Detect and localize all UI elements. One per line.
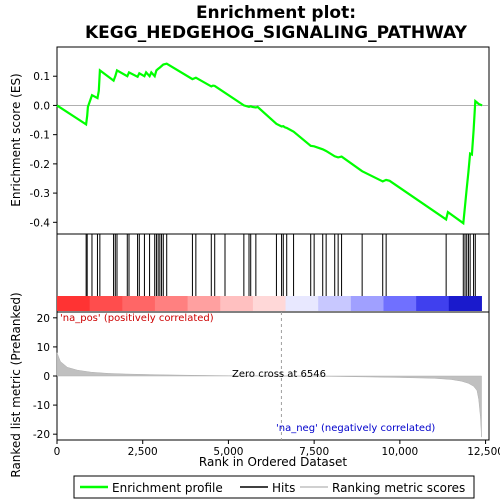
metric-panel: 20 10 0 -10 -20 0 2,500 5,000 7,500 10,000 12,500…: [9, 292, 500, 477]
metric-y-tick-label: 0: [43, 371, 50, 383]
metric-y-tick-label: 20: [37, 313, 50, 325]
metric-y-tick-label: -20: [33, 429, 50, 441]
hit-lines: [85, 234, 476, 296]
x-axis-ticks: 0 2,500 5,000 7,500 10,000 12,500: [54, 440, 500, 458]
legend-metric-label: Ranking metric scores: [332, 481, 465, 495]
heatmap-segment: [220, 296, 254, 311]
heatmap-segment: [89, 296, 123, 311]
x-tick-label: 7,500: [299, 446, 329, 458]
neg-correlation-label: 'na_neg' (negatively correlated): [276, 423, 435, 434]
rank-heatmap-bar: [57, 296, 482, 311]
enrichment-profile-line: [56, 62, 483, 226]
es-y-tick-label: 0.0: [33, 100, 50, 112]
heatmap-segment: [57, 296, 91, 311]
heatmap-segment: [252, 296, 287, 311]
chart-title-line2: KEGG_HEDGEHOG_SIGNALING_PATHWAY: [85, 23, 468, 43]
es-y-ticks: 0.1 0.0 -0.1 -0.2 -0.3 -0.4: [30, 71, 489, 229]
es-y-tick-label: -0.2: [30, 159, 51, 171]
hits-panel: [56, 233, 490, 313]
chart-title-line1: Enrichment plot:: [196, 3, 356, 23]
es-y-axis-label: Enrichment score (ES): [9, 73, 23, 206]
es-panel: 0.1 0.0 -0.1 -0.2 -0.3 -0.4 Enrichment score …: [9, 46, 490, 235]
es-plot-frame: [56, 46, 490, 235]
ranking-metric-area: [56, 352, 482, 438]
heatmap-segment: [416, 296, 450, 311]
metric-y-ticks: 20 10 0 -10 -20: [33, 313, 57, 441]
x-tick-label: 0: [54, 446, 61, 458]
x-tick-label: 5,000: [213, 446, 243, 458]
pos-correlation-label: 'na_pos' (positively correlated): [60, 313, 214, 324]
es-y-tick-label: -0.3: [30, 188, 51, 200]
legend-box: [73, 475, 475, 499]
heatmap-segment: [383, 296, 417, 311]
heatmap-segment: [350, 296, 385, 311]
x-tick-label: 10,000: [381, 446, 418, 458]
legend-hits-label: Hits: [272, 481, 295, 495]
metric-y-axis-label: Ranked list metric (PreRanked): [9, 292, 23, 477]
x-axis-label: Rank in Ordered Dataset: [199, 455, 347, 469]
legend: Enrichment profile Hits Ranking metric s…: [73, 475, 475, 499]
x-tick-label: 12,500: [467, 446, 500, 458]
heatmap-segment: [318, 296, 352, 311]
heatmap-segment: [154, 296, 189, 311]
legend-enrichment-label: Enrichment profile: [112, 481, 223, 495]
heatmap-segment: [285, 296, 319, 311]
metric-y-tick-label: -10: [33, 400, 50, 412]
es-y-tick-label: 0.1: [33, 71, 50, 83]
heatmap-segment: [187, 296, 221, 311]
x-tick-label: 2,500: [128, 446, 158, 458]
heatmap-segment: [122, 296, 156, 311]
zero-cross-label: Zero cross at 6546: [232, 369, 326, 380]
metric-y-tick-label: 10: [37, 342, 50, 354]
es-y-tick-label: -0.1: [30, 130, 51, 142]
es-y-tick-label: -0.4: [30, 217, 51, 229]
heatmap-segment: [448, 296, 482, 311]
